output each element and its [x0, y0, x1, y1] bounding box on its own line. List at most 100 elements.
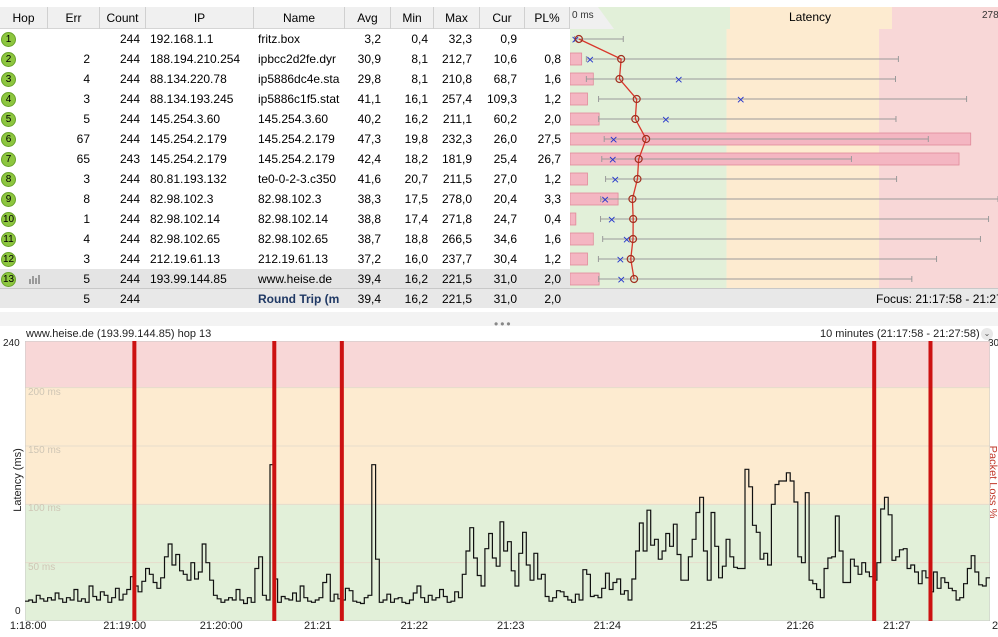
col-header-cur[interactable]: Cur: [480, 7, 525, 29]
table-row[interactable]: 11 4 244 82.98.102.65 82.98.102.65 38,7 18,8 26…: [0, 229, 570, 249]
cell-pl: 2,0: [544, 272, 561, 286]
pane-splitter[interactable]: •••: [0, 312, 998, 331]
cell-name: 145.254.3.60: [258, 112, 329, 126]
table-row[interactable]: 1 244 192.168.1.1 fritz.box 3,2 0,4 32,3 0,9: [0, 29, 570, 49]
cell-avg: 41,6: [357, 172, 381, 186]
cell-count: 244: [119, 112, 140, 126]
cell-pl: 0,4: [544, 212, 561, 226]
col-header-min[interactable]: Min: [391, 7, 434, 29]
cell-name: ip5886c1f5.stat: [258, 92, 340, 106]
cell-cur: 109,3: [486, 92, 517, 106]
cell-err: 2: [83, 52, 90, 66]
cell-avg: 41,1: [357, 92, 381, 106]
cell-ip: 145.254.2.179: [150, 132, 227, 146]
round-trip-min: 16,2: [404, 292, 428, 306]
col-header-pl[interactable]: PL%: [525, 7, 570, 29]
cell-err: 4: [83, 72, 90, 86]
cell-min: 16,2: [404, 112, 428, 126]
cell-min: 8,1: [411, 52, 428, 66]
cell-min: 16,2: [404, 272, 428, 286]
col-header-max[interactable]: Max: [434, 7, 480, 29]
splitter-grip-icon[interactable]: •••: [494, 317, 513, 331]
cell-count: 244: [119, 32, 140, 46]
cell-min: 16,1: [404, 92, 428, 106]
col-header-name[interactable]: Name: [254, 7, 345, 29]
y-axis-title: Latency (ms): [11, 448, 24, 512]
packet-loss-bar: [570, 272, 600, 286]
cell-avg: 47,3: [357, 132, 381, 146]
cell-pl: 1,2: [544, 252, 561, 266]
col-header-err[interactable]: Err: [48, 7, 100, 29]
table-row[interactable]: 8 3 244 80.81.193.132 te0-0-2-3.c350 41,6 20,7…: [0, 169, 570, 189]
cell-pl: 1,6: [544, 232, 561, 246]
table-row[interactable]: 10 1 244 82.98.102.14 82.98.102.14 38,8 17,4 27…: [0, 209, 570, 229]
x-tick-label: 21:23: [496, 620, 525, 632]
table-row[interactable]: 9 8 244 82.98.102.3 82.98.102.3 38,3 17,5 278,0…: [0, 189, 570, 209]
cell-max: 181,9: [441, 152, 472, 166]
cell-min: 17,4: [404, 212, 428, 226]
cell-min: 18,8: [404, 232, 428, 246]
table-row[interactable]: 13 5 244 193.99.144.85 www.heise.de 39,4 16,2 2…: [0, 269, 570, 289]
current-latency-marker: ×: [611, 173, 620, 186]
avg-latency-point: [628, 234, 638, 244]
round-trip-pl: 2,0: [544, 292, 561, 306]
time-range-label[interactable]: 10 minutes (21:17:58 - 21:27:58): [820, 328, 980, 340]
cell-pl: 1,2: [544, 92, 561, 106]
cell-cur: 25,4: [493, 152, 517, 166]
cell-max: 221,5: [441, 272, 472, 286]
round-trip-avg: 39,4: [357, 292, 381, 306]
current-latency-marker: ×: [661, 113, 670, 126]
cell-max: 211,5: [442, 172, 472, 186]
table-row[interactable]: 2 2 244 188.194.210.254 ipbcc2d2fe.dyr 30,9 8,…: [0, 49, 570, 69]
table-row[interactable]: 12 3 244 212.19.61.13 212.19.61.13 37,2 16,0 23…: [0, 249, 570, 269]
table-row[interactable]: 4 3 244 88.134.193.245 ip5886c1f5.stat 41,1 16…: [0, 89, 570, 109]
col-header-avg[interactable]: Avg: [345, 7, 391, 29]
avg-latency-point: [628, 194, 637, 204]
hop-number-badge: 8: [1, 172, 16, 187]
cell-err: [48, 29, 90, 49]
cell-min: 17,5: [404, 192, 428, 206]
cell-cur: 24,7: [493, 212, 517, 226]
cell-avg: 40,2: [357, 112, 381, 126]
current-latency-marker: ×: [674, 73, 683, 86]
cell-max: 32,3: [448, 32, 472, 46]
cell-count: 244: [119, 92, 140, 106]
cell-err: 4: [83, 232, 90, 246]
table-row[interactable]: 5 5 244 145.254.3.60 145.254.3.60 40,2 16,2 211…: [0, 109, 570, 129]
cell-ip: 88.134.193.245: [150, 92, 234, 106]
x-tick-label: 21:26: [786, 620, 814, 632]
packet-loss-bar: [570, 172, 588, 186]
col-header-hop[interactable]: Hop: [0, 7, 48, 29]
cell-min: 16,0: [404, 252, 428, 266]
cell-count: 244: [119, 172, 140, 186]
graph-title: www.heise.de (193.99.144.85) hop 13: [26, 328, 212, 340]
x-tick-label: 1:18:00: [9, 620, 47, 632]
current-latency-marker: ×: [609, 133, 618, 146]
col-header-count[interactable]: Count: [100, 7, 146, 29]
x-tick-label: 21:25: [689, 620, 718, 632]
cell-count: 244: [119, 272, 140, 286]
cell-ip: 188.194.210.254: [150, 52, 241, 66]
y-axis-max-label: 240: [3, 338, 20, 349]
packet-loss-bar: [570, 212, 577, 226]
packet-loss-bar: [570, 92, 588, 106]
cell-cur: 27,0: [493, 172, 517, 186]
cell-ip: 192.168.1.1: [150, 32, 214, 46]
cell-avg: 38,3: [357, 192, 381, 206]
table-row[interactable]: 6 67 244 145.254.2.179 145.254.2.179 47,3 19,8…: [0, 129, 570, 149]
avg-latency-point: [632, 94, 641, 104]
latency-timeline-chart[interactable]: [25, 341, 990, 621]
table-row[interactable]: 7 65 243 145.254.2.179 145.254.2.179 42,4 18,2…: [0, 149, 570, 169]
cell-name: 145.254.2.179: [258, 132, 335, 146]
table-row[interactable]: 3 4 244 88.134.220.78 ip5886dc4e.sta 29,8 8,1 2…: [0, 69, 570, 89]
cell-avg: 39,4: [357, 272, 381, 286]
hop-number-badge: 10: [1, 212, 16, 227]
col-header-ip[interactable]: IP: [146, 7, 254, 29]
round-trip-cur: 31,0: [493, 292, 517, 306]
hop-number-badge: 1: [1, 32, 16, 47]
x-tick-label: 2: [992, 620, 998, 632]
round-trip-label: Round Trip (m: [258, 292, 340, 306]
avg-latency-point: [629, 214, 638, 224]
chevron-down-icon[interactable]: ⌄: [981, 328, 993, 340]
hop-number-badge: 4: [1, 92, 16, 107]
